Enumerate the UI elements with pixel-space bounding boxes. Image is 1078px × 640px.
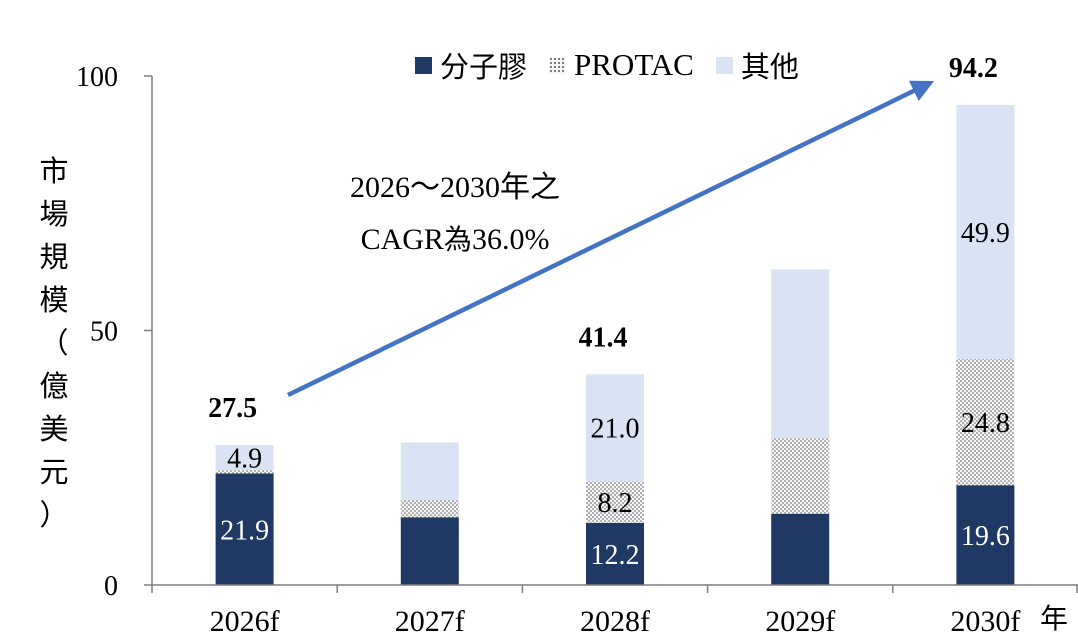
bar-data-label: 8.2 bbox=[598, 488, 633, 519]
bar-segment-molecular-glue-2027f bbox=[400, 517, 459, 585]
y-axis-label-char: 市 bbox=[39, 154, 69, 188]
bar-data-label: 4.9 bbox=[227, 443, 262, 474]
bar-segment-molecular-glue-2026f bbox=[215, 473, 274, 585]
x-tick-label: 2027f bbox=[395, 605, 465, 638]
bar-total-label: 27.5 bbox=[208, 393, 257, 424]
cagr-period-text: 2026～2030年之 bbox=[350, 171, 560, 204]
x-tick-label: 2029f bbox=[765, 605, 835, 638]
cagr-label: CAGR bbox=[360, 223, 444, 256]
bar-data-label: 21.9 bbox=[220, 515, 269, 546]
legend: 分子膠 PROTAC 其他 bbox=[415, 44, 821, 86]
y-tick-label: 100 bbox=[76, 62, 118, 93]
y-axis-label-char: 場 bbox=[39, 197, 69, 231]
y-axis-label-char: ） bbox=[39, 498, 69, 532]
bar-segment-other-2026f bbox=[215, 445, 274, 470]
legend-item-protac: PROTAC bbox=[549, 47, 694, 83]
bar-segment-other-2028f bbox=[586, 374, 644, 482]
bar-segment-protac-2028f bbox=[586, 481, 644, 523]
cagr-annotation-line2: CAGR為36.0% bbox=[315, 218, 595, 258]
cagr-connector: 為 bbox=[443, 223, 472, 256]
bar-segment-other-2027f bbox=[400, 442, 459, 501]
y-tick-label: 50 bbox=[90, 317, 118, 348]
bar-segment-other-2030f bbox=[956, 105, 1015, 360]
bar-segment-protac-2029f bbox=[771, 437, 830, 514]
legend-item-molecular-glue: 分子膠 bbox=[415, 44, 527, 86]
x-tick-label: 2026f bbox=[210, 605, 280, 638]
axes-group: 0 50 100 bbox=[76, 62, 1078, 602]
cagr-value: 36.0% bbox=[471, 223, 550, 256]
legend-item-other: 其他 bbox=[715, 44, 799, 86]
legend-label-molecular-glue: 分子膠 bbox=[440, 50, 528, 84]
y-axis-label-char: （ bbox=[39, 326, 69, 360]
x-axis-unit: 年 bbox=[1040, 602, 1069, 635]
bar-data-label: 19.6 bbox=[961, 521, 1010, 552]
y-axis-label-char: 元 bbox=[39, 455, 69, 489]
cagr-annotation-line1: 2026～2030年之 bbox=[315, 162, 595, 206]
bar-total-label: 94.2 bbox=[949, 53, 998, 84]
bar-data-label: 49.9 bbox=[961, 218, 1010, 249]
bar-segment-protac-2026f bbox=[215, 469, 274, 474]
y-tick-label: 0 bbox=[104, 571, 118, 602]
legend-label-protac: PROTAC bbox=[574, 47, 694, 82]
y-axis-label-char: 規 bbox=[39, 240, 69, 274]
legend-label-other: 其他 bbox=[740, 50, 799, 84]
bar-data-label: 24.8 bbox=[961, 408, 1010, 439]
bar-total-label: 41.4 bbox=[579, 322, 628, 353]
x-tick-label: 2028f bbox=[580, 605, 650, 638]
legend-swatch-protac bbox=[549, 56, 567, 74]
bar-segment-protac-2027f bbox=[400, 500, 459, 518]
bar-data-label: 12.2 bbox=[591, 540, 640, 571]
legend-swatch-molecular-glue bbox=[415, 56, 432, 74]
bar-segment-other-2029f bbox=[771, 269, 830, 438]
bar-data-label: 21.0 bbox=[591, 414, 640, 445]
labels-group: 21.9 4.9 27.5 2026f 2027f 12.2 8.2 21.0 41.4 2028… bbox=[208, 53, 1020, 638]
x-tick-label: 2030f bbox=[950, 605, 1020, 638]
bars-group bbox=[215, 105, 1015, 585]
legend-swatch-other bbox=[715, 56, 733, 74]
bar-segment-molecular-glue-2029f bbox=[771, 513, 830, 585]
y-axis-label-char: 億 bbox=[39, 369, 69, 403]
y-axis-label-char: 美 bbox=[39, 412, 69, 446]
bar-segment-molecular-glue-2028f bbox=[586, 522, 644, 585]
cagr-trend-arrow bbox=[287, 80, 935, 398]
y-axis-label: 市場規模 （ 億美元 ） bbox=[34, 150, 74, 537]
bar-segment-molecular-glue-2030f bbox=[956, 485, 1015, 585]
y-axis-label-char: 模 bbox=[39, 283, 69, 317]
bar-segment-protac-2030f bbox=[956, 359, 1015, 486]
